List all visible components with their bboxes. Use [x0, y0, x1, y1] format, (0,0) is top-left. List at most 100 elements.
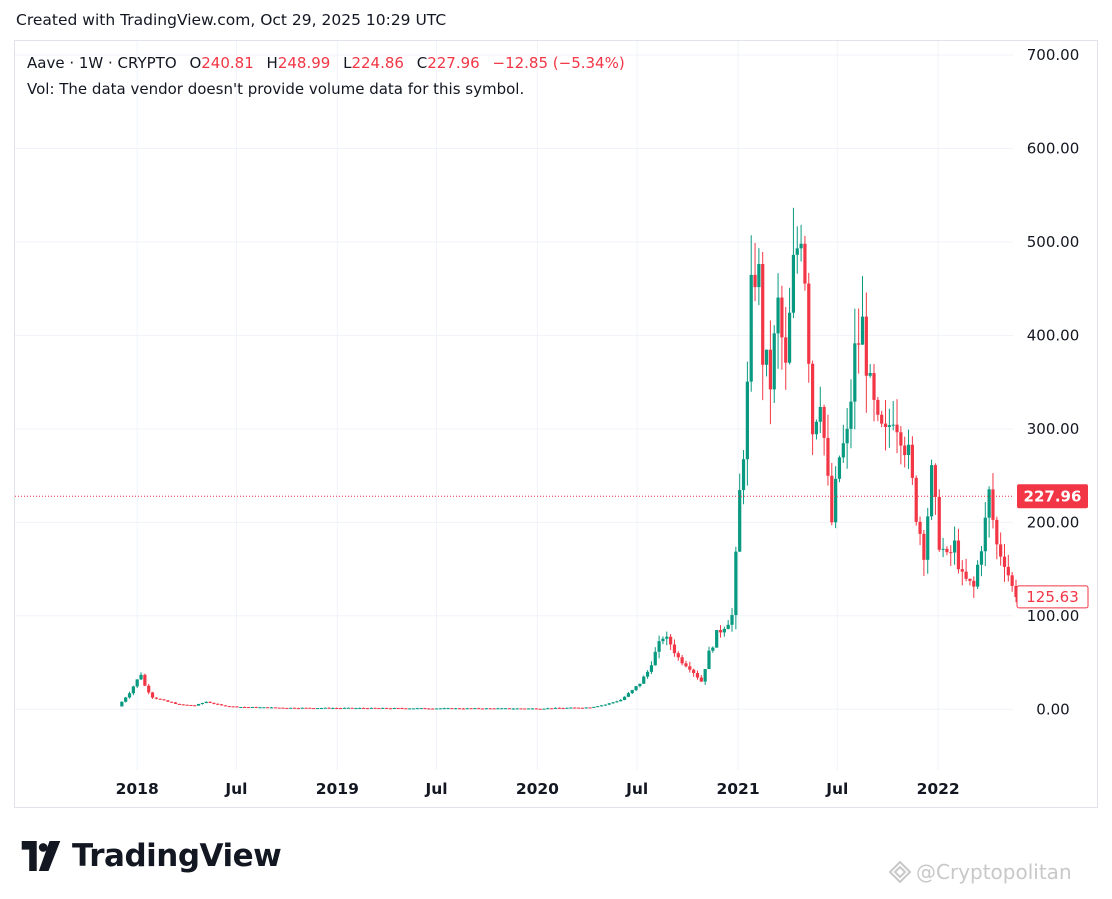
candle-body	[695, 672, 700, 678]
candle-body	[461, 708, 465, 710]
y-tick-label: 400.00	[1027, 326, 1080, 344]
grid-layer	[15, 41, 1013, 770]
candle-body	[949, 552, 953, 554]
candle-body	[220, 704, 224, 706]
candle-body	[480, 708, 485, 710]
last-price-badge	[1017, 484, 1088, 509]
candle-body	[933, 465, 938, 497]
candle-body	[830, 475, 834, 523]
candle-body	[135, 679, 139, 687]
candle-body	[419, 708, 423, 710]
candle-body	[323, 707, 327, 709]
candle-body	[976, 564, 980, 587]
x-tick-label: 2019	[316, 780, 359, 798]
x-tick-label: Jul	[224, 780, 247, 798]
candle-body	[999, 544, 1003, 557]
candle-body	[550, 708, 554, 710]
candle-body	[845, 428, 849, 444]
candle-body	[956, 540, 961, 570]
candle-body	[626, 693, 631, 697]
candle-body	[196, 703, 201, 706]
candle-body	[1014, 585, 1018, 598]
candle-body	[1006, 566, 1010, 576]
candle-body	[880, 414, 884, 424]
candle-body	[699, 677, 703, 682]
candle-body	[327, 707, 331, 709]
last-price-label: 227.96	[1024, 488, 1082, 506]
candle-body	[887, 425, 891, 427]
candle-body	[300, 707, 304, 709]
candle-body	[573, 707, 577, 709]
candle-body	[603, 704, 607, 706]
chart-frame	[14, 40, 1098, 808]
price-markers: 227.96 125.63	[15, 484, 1089, 609]
candle-body	[576, 707, 581, 709]
candle-body	[952, 540, 957, 553]
candle-body	[926, 516, 930, 560]
candle-body	[538, 708, 542, 710]
candle-body	[676, 653, 680, 658]
candle-body	[768, 349, 772, 390]
candle-body	[811, 363, 815, 435]
y-tick-label: 100.00	[1027, 607, 1080, 625]
candle-body	[442, 708, 446, 710]
candle-body	[795, 248, 799, 255]
y-tick-label: 700.00	[1027, 46, 1080, 64]
candle-body	[730, 615, 734, 625]
candle-body	[350, 707, 354, 709]
candle-body	[672, 644, 677, 654]
candle-body	[450, 708, 454, 710]
candle-body	[427, 708, 431, 710]
candle-body	[764, 349, 769, 365]
candle-body	[910, 444, 914, 478]
candle-body	[411, 708, 416, 710]
candle-body	[787, 312, 792, 363]
volume-note: Vol: The data vendor doesn't provide vol…	[27, 80, 525, 98]
x-tick-label: Jul	[625, 780, 648, 798]
symbol-label: Aave · 1W · CRYPTO	[27, 54, 177, 72]
candle-body	[527, 708, 531, 710]
candle-body	[365, 708, 370, 710]
candle-body	[434, 708, 439, 710]
candle-body	[680, 657, 684, 664]
candle-body	[669, 636, 673, 645]
candle-body	[262, 707, 266, 709]
candle-body	[906, 444, 911, 456]
candle-body	[185, 704, 189, 706]
candle-body	[557, 707, 561, 709]
candle-body	[139, 674, 143, 680]
candle-body	[883, 423, 888, 427]
tradingview-brand[interactable]: TradingView	[16, 836, 282, 876]
candle-body	[173, 702, 178, 704]
candle-body	[826, 437, 830, 476]
candle-body	[239, 707, 243, 709]
candle-body	[254, 706, 258, 708]
candle-body	[753, 274, 757, 288]
candle-body	[158, 698, 162, 700]
candle-body	[1002, 556, 1007, 567]
candle-body	[408, 708, 412, 710]
symbol-legend: Aave · 1W · CRYPTO O240.81 H248.99 L224.…	[27, 54, 625, 72]
candle-body	[807, 283, 811, 364]
candle-body	[392, 707, 396, 709]
candle-body	[929, 465, 934, 517]
candle-body	[438, 708, 442, 710]
candle-body	[147, 685, 151, 693]
candle-body	[542, 708, 546, 710]
candle-body	[354, 708, 358, 710]
candle-body	[227, 706, 231, 708]
candle-body	[488, 708, 492, 710]
candle-body	[818, 406, 822, 422]
candle-body	[784, 337, 788, 363]
candle-body	[338, 708, 343, 710]
candle-body	[738, 490, 742, 552]
candle-body	[342, 707, 347, 709]
y-tick-label: 200.00	[1027, 513, 1080, 531]
candle-body	[166, 700, 170, 702]
low-value: 224.86	[351, 54, 404, 72]
candle-body	[431, 708, 435, 710]
candle-body	[492, 708, 496, 710]
candles-layer	[120, 207, 1018, 710]
candle-body	[315, 708, 320, 710]
